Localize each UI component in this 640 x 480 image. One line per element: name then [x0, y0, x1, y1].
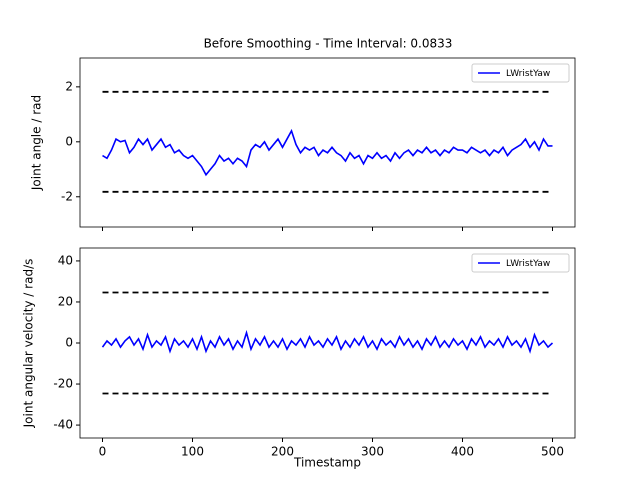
legend-text: LWristYaw: [506, 259, 550, 269]
chart-title: Before Smoothing - Time Interval: 0.0833: [204, 37, 453, 51]
x-tick-label: 200: [271, 445, 294, 459]
y-axis-label: Joint angle / rad: [30, 95, 44, 191]
data-line: [102, 128, 553, 177]
data-line: [101, 329, 554, 354]
x-axis-label: Timestamp: [293, 456, 361, 470]
y-tick-label: -40: [53, 418, 73, 432]
x-tick-label: 500: [541, 445, 564, 459]
legend-box: [471, 63, 570, 83]
y-tick-label: -2: [61, 189, 73, 203]
axes-frame: [79, 57, 576, 228]
x-tick-label: 300: [361, 445, 384, 459]
y-tick-label: 20: [58, 294, 73, 308]
x-tick-label: 100: [181, 445, 204, 459]
y-tick-label: 0: [65, 336, 73, 350]
y-axis-label: Joint angular velocity / rad/s: [22, 259, 36, 429]
legend-box: [471, 253, 570, 273]
y-tick-label: 40: [58, 253, 73, 267]
x-tick-label: 0: [99, 445, 107, 459]
y-tick-label: 0: [65, 134, 73, 148]
y-tick-label: -20: [53, 377, 73, 391]
y-tick-label: 2: [65, 79, 73, 93]
x-tick-label: 400: [451, 445, 474, 459]
legend-text: LWristYaw: [506, 69, 550, 79]
